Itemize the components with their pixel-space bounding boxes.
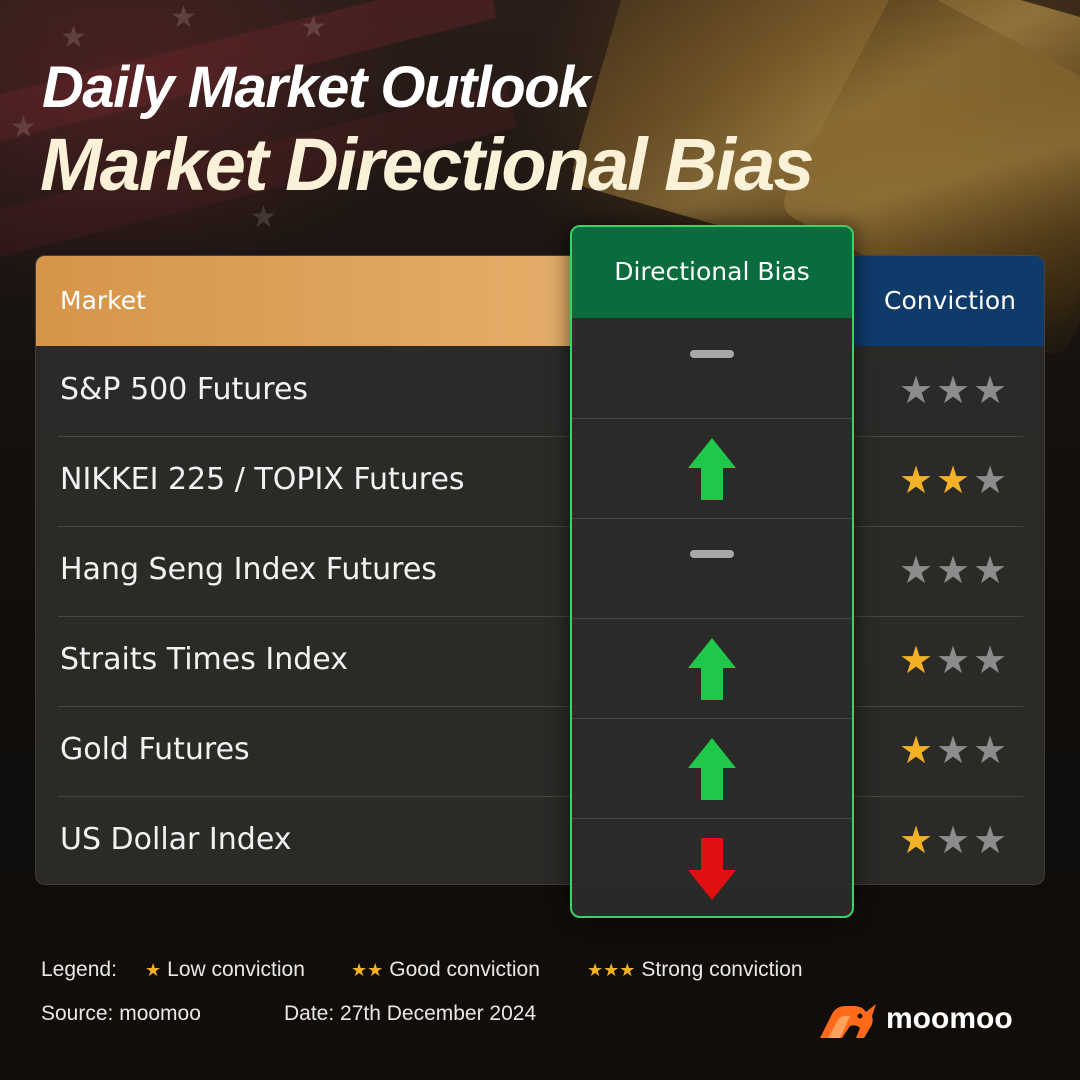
star-icon: ★ [935,368,970,412]
row-divider [58,796,1023,797]
arrow-up-icon [688,438,736,500]
star-icon: ★ [145,960,162,980]
conviction-rating: ★ ★ ★ [896,548,1007,592]
star-icon: ★ [898,818,933,862]
arrow-up-icon [688,738,736,800]
market-name: S&P 500 Futures [60,372,309,407]
market-name: NIKKEI 225 / TOPIX Futures [60,462,465,497]
arrow-down-icon [688,838,736,900]
conviction-rating: ★ ★ ★ [896,728,1007,772]
bias-row-divider [572,718,852,719]
bias-cell [572,418,852,518]
row-divider [58,616,1023,617]
star-icon: ★ [935,638,970,682]
star-icon: ★ [898,728,933,772]
star-icon: ★★★ [587,960,636,980]
star-icon: ★ [935,818,970,862]
star-icon: ★ [972,548,1007,592]
bias-cell [572,318,852,418]
star-icon: ★ [972,638,1007,682]
star-icon: ★ [898,638,933,682]
dash-icon [690,350,734,358]
bias-row-divider [572,418,852,419]
conviction-column-header: Conviction [854,256,1044,346]
moomoo-bull-logo [820,1004,876,1038]
bias-row-divider [572,818,852,819]
market-name: Gold Futures [60,732,250,767]
market-column-header: Market [36,256,576,346]
star-icon: ★ [898,458,933,502]
source-text: Source: moomoo [41,1002,201,1025]
legend-item-good: ★★ Good conviction [351,958,540,982]
star-icon: ★ [935,458,970,502]
legend-item-low: ★ Low conviction [145,958,305,982]
market-name: Hang Seng Index Futures [60,552,437,587]
market-name: Straits Times Index [60,642,348,677]
directional-bias-column: Directional Bias [570,225,854,918]
star-icon: ★ [898,368,933,412]
bias-cell [572,718,852,818]
market-header-label: Market [60,286,146,315]
star-icon: ★ [972,818,1007,862]
star-icon: ★ [972,458,1007,502]
row-divider [58,436,1023,437]
star-icon: ★★ [351,960,384,980]
legend-item-strong: ★★★ Strong conviction [587,958,803,982]
bias-cell [572,618,852,718]
star-icon: ★ [935,548,970,592]
conviction-rating: ★ ★ ★ [896,368,1007,412]
star-icon: ★ [935,728,970,772]
legend-item-label: Good conviction [389,958,540,981]
directional-bias-header-label: Directional Bias [614,257,810,286]
conviction-rating: ★ ★ ★ [896,818,1007,862]
date-text: Date: 27th December 2024 [284,1002,537,1025]
arrow-up-icon [688,638,736,700]
legend-item-label: Low conviction [167,958,305,981]
bias-row-divider [572,618,852,619]
bias-cell [572,518,852,618]
market-table: Market Conviction S&P 500 Futures ★ ★ ★ NIKK… [35,255,1045,885]
row-divider [58,526,1023,527]
conviction-header-label: Conviction [884,286,1016,315]
star-icon: ★ [898,548,933,592]
bias-row-divider [572,518,852,519]
page-title: Market Directional Bias [40,123,814,206]
row-divider [58,706,1023,707]
star-icon: ★ [972,368,1007,412]
directional-bias-header: Directional Bias [572,227,852,318]
page-subtitle: Daily Market Outlook [42,55,590,120]
legend-item-label: Strong conviction [641,958,803,981]
conviction-rating: ★ ★ ★ [896,458,1007,502]
legend-label: Legend: [41,958,117,981]
market-name: US Dollar Index [60,822,292,857]
dash-icon [690,550,734,558]
brand-name: moomoo [886,1002,1013,1035]
star-icon: ★ [972,728,1007,772]
bias-cell [572,818,852,916]
conviction-rating: ★ ★ ★ [896,638,1007,682]
